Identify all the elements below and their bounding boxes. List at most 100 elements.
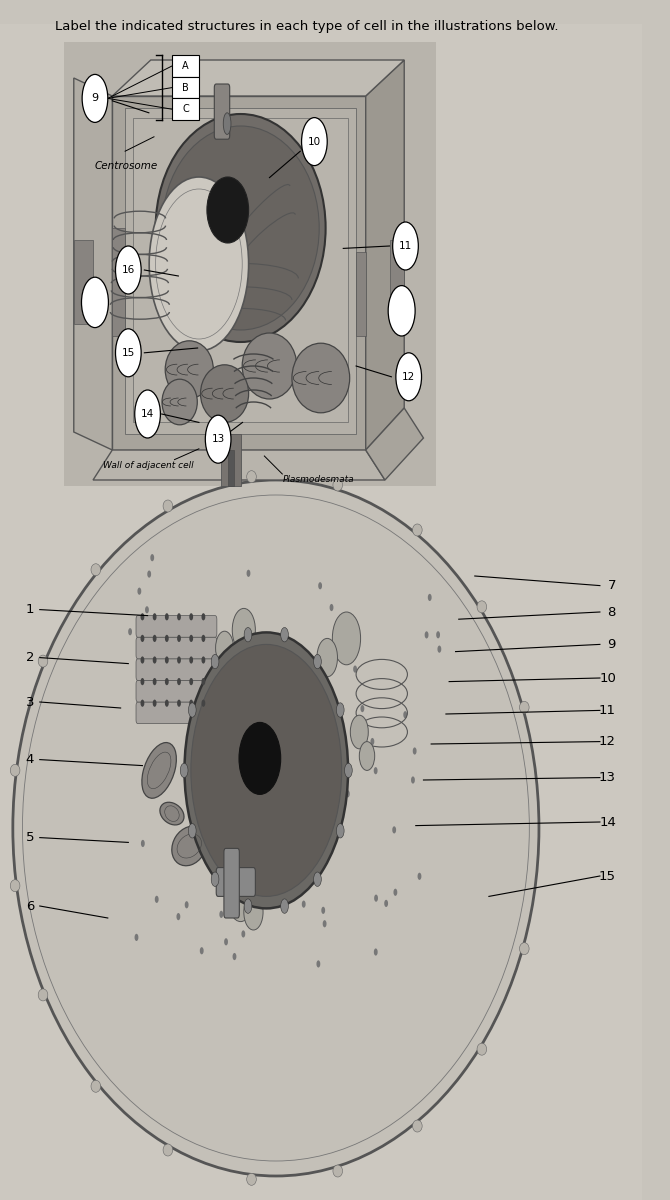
Text: 7: 7 <box>608 580 616 592</box>
Circle shape <box>150 554 154 562</box>
Ellipse shape <box>10 764 20 776</box>
Circle shape <box>188 823 196 838</box>
Circle shape <box>226 756 230 763</box>
Circle shape <box>316 960 320 967</box>
FancyBboxPatch shape <box>136 702 217 724</box>
Ellipse shape <box>142 743 176 798</box>
Circle shape <box>438 646 442 653</box>
Ellipse shape <box>292 343 350 413</box>
Circle shape <box>359 742 375 770</box>
Circle shape <box>350 715 369 749</box>
Circle shape <box>200 947 204 954</box>
Text: 11: 11 <box>599 704 616 716</box>
Circle shape <box>224 754 228 761</box>
Circle shape <box>393 889 397 896</box>
Polygon shape <box>93 450 385 480</box>
Circle shape <box>302 118 327 166</box>
Circle shape <box>153 635 157 642</box>
Circle shape <box>190 758 194 766</box>
Text: B: B <box>182 83 189 92</box>
Circle shape <box>247 570 251 577</box>
FancyBboxPatch shape <box>136 659 217 680</box>
Text: 9: 9 <box>91 94 98 103</box>
Circle shape <box>322 907 325 914</box>
Circle shape <box>330 604 334 611</box>
Circle shape <box>137 706 140 713</box>
Circle shape <box>177 613 181 620</box>
Circle shape <box>265 854 269 862</box>
FancyBboxPatch shape <box>136 680 217 702</box>
Polygon shape <box>74 78 113 450</box>
Circle shape <box>190 613 193 620</box>
Circle shape <box>374 894 378 901</box>
Circle shape <box>374 767 378 774</box>
Ellipse shape <box>38 655 48 667</box>
Text: 12: 12 <box>599 736 616 748</box>
Circle shape <box>371 738 375 745</box>
Circle shape <box>165 613 169 620</box>
Circle shape <box>428 594 431 601</box>
Circle shape <box>141 700 144 707</box>
Circle shape <box>241 930 245 937</box>
Text: Wall of adjacent cell: Wall of adjacent cell <box>103 461 193 470</box>
Text: 1: 1 <box>25 604 34 616</box>
Ellipse shape <box>155 114 326 342</box>
Circle shape <box>153 656 157 664</box>
Text: 5: 5 <box>25 832 34 844</box>
Polygon shape <box>133 118 348 422</box>
Ellipse shape <box>413 1120 422 1132</box>
Ellipse shape <box>162 126 319 330</box>
Ellipse shape <box>160 803 184 824</box>
Text: 10: 10 <box>599 672 616 684</box>
Circle shape <box>258 654 262 661</box>
Circle shape <box>153 700 157 707</box>
Ellipse shape <box>91 1080 100 1092</box>
Ellipse shape <box>223 113 231 134</box>
Circle shape <box>319 674 323 682</box>
Circle shape <box>344 763 352 778</box>
Circle shape <box>141 678 144 685</box>
Bar <box>172 98 199 120</box>
Circle shape <box>417 872 421 880</box>
Circle shape <box>141 635 144 642</box>
Circle shape <box>165 700 169 707</box>
Circle shape <box>302 900 306 907</box>
Circle shape <box>314 872 322 887</box>
Circle shape <box>165 678 169 685</box>
Circle shape <box>436 631 440 638</box>
Circle shape <box>360 704 364 712</box>
FancyBboxPatch shape <box>0 486 642 1200</box>
Circle shape <box>82 74 108 122</box>
Text: 15: 15 <box>122 348 135 358</box>
Circle shape <box>190 656 193 664</box>
FancyBboxPatch shape <box>214 84 230 139</box>
FancyBboxPatch shape <box>136 637 217 659</box>
Circle shape <box>177 635 181 642</box>
Polygon shape <box>113 96 366 450</box>
Text: 14: 14 <box>141 409 154 419</box>
Circle shape <box>145 606 149 613</box>
Circle shape <box>346 791 350 798</box>
Circle shape <box>190 635 193 642</box>
Circle shape <box>317 638 338 677</box>
Bar <box>172 55 199 77</box>
Circle shape <box>172 634 176 641</box>
Text: 15: 15 <box>599 870 616 882</box>
FancyBboxPatch shape <box>136 616 217 637</box>
Circle shape <box>244 894 263 930</box>
Circle shape <box>413 748 417 755</box>
Circle shape <box>202 656 205 664</box>
Ellipse shape <box>149 176 249 350</box>
Text: Label the indicated structures in each type of cell in the illustrations below.: Label the indicated structures in each t… <box>54 20 558 34</box>
Text: C: C <box>182 104 189 114</box>
Circle shape <box>176 913 180 920</box>
Circle shape <box>165 635 169 642</box>
Text: 6: 6 <box>25 900 34 912</box>
Circle shape <box>141 840 145 847</box>
Circle shape <box>177 678 181 685</box>
Circle shape <box>147 570 151 577</box>
Text: 16: 16 <box>122 265 135 275</box>
Circle shape <box>314 654 322 668</box>
Ellipse shape <box>10 880 20 892</box>
Circle shape <box>281 899 288 913</box>
